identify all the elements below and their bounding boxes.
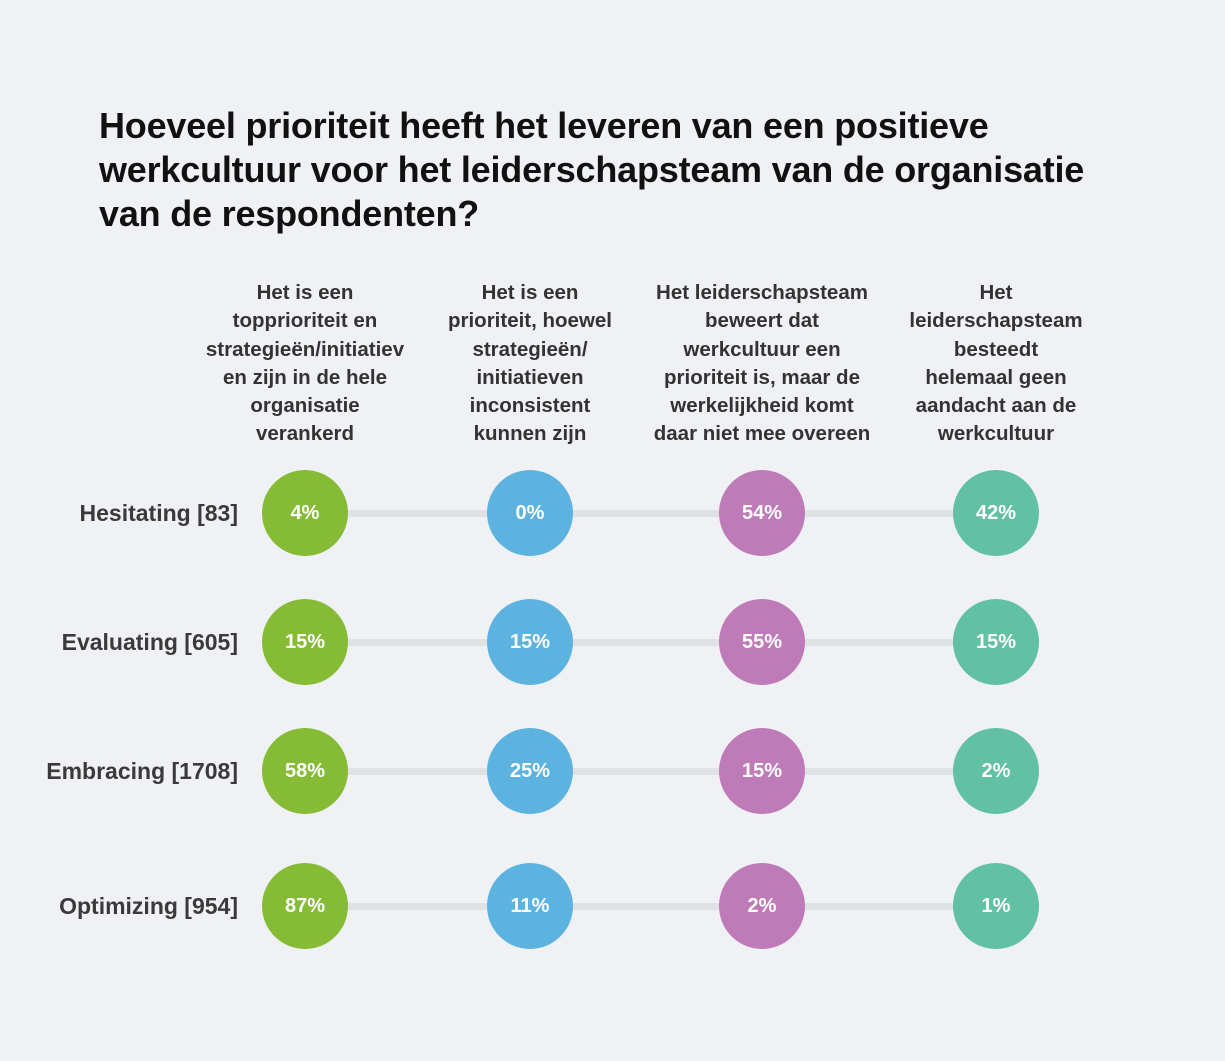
value-label: 55% [741, 630, 783, 653]
chart-title-line: Hoeveel prioriteit heeft het leveren van… [99, 105, 989, 146]
value-label: 2% [981, 759, 1011, 782]
column-header-line: werkcultuur [937, 422, 1055, 446]
value-label: 4% [290, 501, 320, 524]
column-header-line: Het is een [256, 281, 354, 304]
value-dot-bewering: 55% [719, 599, 805, 685]
value-label: 15% [975, 630, 1017, 653]
row-connector-line [305, 903, 996, 910]
row-connector-line [305, 510, 996, 517]
column-header-line: strategieën/ [472, 337, 588, 361]
column-header-line: organisatie [250, 394, 360, 418]
value-dot-geen-aandacht: 15% [953, 599, 1039, 685]
chart-title-line: van de respondenten? [99, 193, 480, 234]
column-header-line: Het [979, 281, 1013, 304]
value-dot-bewering: 54% [719, 470, 805, 556]
column-header-line: topprioriteit en [232, 309, 378, 333]
column-header-inconsistent: Het is een prioriteit, hoewel strategieën/… [400, 279, 660, 449]
value-label: 11% [510, 894, 550, 917]
value-dot-geen-aandacht: 2% [953, 728, 1039, 814]
column-header-line: helemaal geen [925, 365, 1067, 389]
column-header-line: beweert dat [705, 309, 819, 333]
row-label: Optimizing [954] [59, 893, 238, 919]
value-dot-bewering: 2% [719, 863, 805, 949]
column-header-line: werkcultuur een [683, 337, 841, 361]
value-dot-geen-aandacht: 1% [953, 863, 1039, 949]
column-header-line: werkelijkheid komt [670, 394, 854, 418]
column-header-line: initiatieven [476, 365, 584, 389]
value-dot-geen-aandacht: 42% [953, 470, 1039, 556]
value-label: 2% [747, 894, 777, 917]
value-dot-inconsistent: 11% [487, 863, 573, 949]
column-header-line: strategieën/initiatiev [205, 337, 405, 361]
value-dot-topprioriteit: 58% [262, 728, 348, 814]
value-dot-bewering: 15% [719, 728, 805, 814]
column-header-topprioriteit: Het is een topprioriteit en strategieën/in… [175, 279, 435, 449]
row-label: Evaluating [605] [61, 629, 238, 655]
column-header-line: verankerd [255, 422, 354, 446]
value-label: 54% [741, 501, 783, 524]
row-label: Hesitating [83] [79, 500, 238, 526]
row-connector-line [305, 639, 996, 646]
column-header-line: aandacht aan de [915, 394, 1077, 418]
value-dot-topprioriteit: 4% [262, 470, 348, 556]
chart-title-line: werkcultuur voor het leiderschapsteam va… [99, 149, 1085, 190]
value-label: 0% [515, 501, 545, 524]
column-header-line: prioriteit, hoewel [447, 309, 613, 333]
column-header-line: kunnen zijn [473, 422, 587, 446]
column-header-line: daar niet mee overeen [653, 422, 871, 446]
chart-title: Hoeveel prioriteit heeft het leveren van… [99, 104, 1189, 236]
value-label: 25% [509, 759, 551, 782]
value-dot-inconsistent: 15% [487, 599, 573, 685]
value-label: 58% [284, 759, 326, 782]
value-label: 15% [741, 759, 783, 782]
value-dot-inconsistent: 0% [487, 470, 573, 556]
value-label: 42% [975, 501, 1017, 524]
value-label: 15% [284, 630, 326, 653]
column-header-line: besteedt [953, 337, 1039, 361]
column-header-line: Het leiderschapsteam [656, 281, 868, 304]
column-header-line: inconsistent [469, 394, 591, 418]
value-dot-topprioriteit: 87% [262, 863, 348, 949]
column-header-line: leiderschapsteam [909, 309, 1083, 333]
column-header-line: prioriteit is, maar de [664, 365, 860, 389]
value-dot-topprioriteit: 15% [262, 599, 348, 685]
column-header-line: Het is een [481, 281, 579, 304]
row-label: Embracing [1708] [46, 758, 238, 784]
value-label: 15% [509, 630, 551, 653]
column-header-line: en zijn in de hele [222, 365, 388, 389]
value-dot-inconsistent: 25% [487, 728, 573, 814]
column-header-bewering: Het leiderschapsteam beweert dat werkcultu… [632, 279, 892, 449]
column-header-geen-aandacht: Het leiderschapsteam besteedt helemaal geen… [866, 279, 1126, 449]
value-label: 87% [284, 894, 326, 917]
value-label: 1% [981, 894, 1011, 917]
row-connector-line [305, 768, 996, 775]
